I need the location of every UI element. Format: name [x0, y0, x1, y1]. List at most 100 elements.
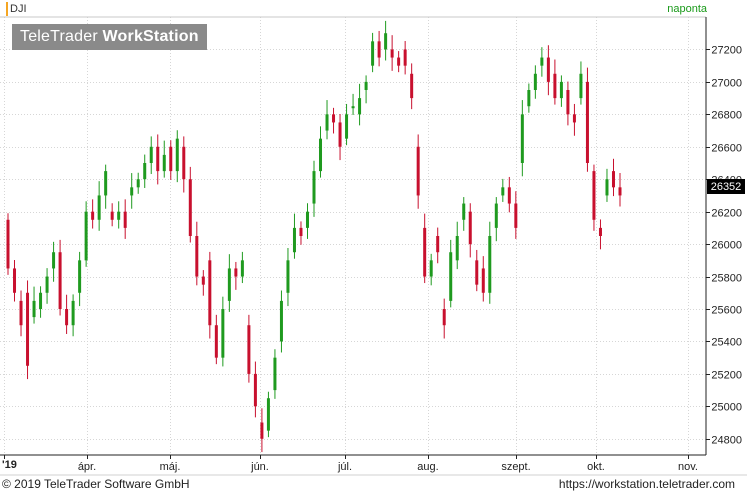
candle-down [475, 260, 479, 285]
candle-up [32, 300, 36, 318]
candle-down [390, 49, 394, 58]
candle-up [221, 309, 225, 358]
candle-up [527, 90, 531, 107]
candles [6, 20, 622, 453]
candle-down [611, 171, 615, 188]
candle-up [488, 236, 492, 293]
candle-up [292, 227, 296, 253]
y-tick-label: 25600 [711, 305, 742, 317]
candle-down [332, 114, 336, 123]
year-label: '19 [2, 459, 17, 471]
x-axis: ápr. máj. jún. júl. aug. szept. okt. nov. [4, 455, 698, 473]
candle-up [286, 260, 290, 293]
x-tick-label: okt. [587, 461, 605, 473]
source-url[interactable]: https://workstation.teletrader.com [558, 477, 735, 491]
candle-up [449, 252, 453, 301]
candle-up [455, 236, 459, 261]
ticker-marker [6, 2, 8, 16]
candle-up [325, 114, 329, 131]
candle-down [338, 122, 342, 147]
candle-up [520, 114, 524, 163]
candle-up [39, 292, 43, 309]
candle-up [345, 114, 349, 139]
candle-down [201, 276, 205, 285]
candle-down [410, 73, 414, 99]
y-tick-label: 26000 [711, 240, 742, 252]
candle-up [305, 211, 309, 228]
candle-up [130, 187, 134, 196]
interval-label[interactable]: naponta [667, 3, 707, 15]
y-axis: 24800 25000 25200 25400 25600 25800 26000 26200… [706, 45, 742, 447]
candle-down [507, 187, 511, 204]
candle-down [234, 268, 238, 277]
candle-down [514, 203, 518, 228]
candle-up [273, 357, 277, 391]
y-tick-label: 27200 [711, 45, 742, 57]
candle-up [559, 81, 563, 99]
candle-down [546, 57, 550, 82]
x-tick-label: nov. [678, 461, 698, 473]
candle-down [19, 300, 23, 326]
candle-up [52, 252, 56, 269]
candle-up [462, 203, 466, 220]
candle-up [71, 300, 75, 326]
candle-up [579, 73, 583, 99]
candle-down [253, 373, 257, 407]
y-tick-label: 27000 [711, 78, 742, 90]
candle-down [592, 171, 596, 220]
candle-down [553, 73, 557, 99]
candle-up [533, 73, 537, 90]
candle-down [214, 325, 218, 358]
candle-down [58, 252, 62, 309]
candle-down [423, 227, 427, 277]
candle-down [260, 422, 264, 439]
candle-down [598, 227, 602, 236]
candle-down [416, 146, 420, 196]
candle-up [319, 138, 323, 172]
candle-up [162, 154, 166, 172]
candle-down [26, 292, 30, 366]
x-tick-label: szept. [501, 461, 530, 473]
candle-down [247, 325, 251, 374]
y-tick-label: 26200 [711, 208, 742, 220]
candle-up [117, 211, 121, 220]
candle-down [299, 227, 303, 236]
last-price-badge: 26352 [707, 179, 745, 194]
candle-up [97, 195, 101, 220]
candle-up [358, 98, 362, 115]
candle-up [84, 211, 88, 261]
candle-down [572, 114, 576, 123]
y-tick-label: 26800 [711, 110, 742, 122]
candle-up [266, 398, 270, 431]
candle-down [91, 211, 95, 220]
candle-down [585, 81, 589, 163]
x-tick-label: aug. [417, 461, 438, 473]
ticker-label: DJI [10, 3, 27, 15]
candle-up [605, 179, 609, 196]
brand-watermark: TeleTrader WorkStation [12, 24, 207, 50]
candle-down [208, 260, 212, 326]
candle-up [240, 260, 244, 277]
brand-light: TeleTrader [20, 28, 98, 45]
candle-down [442, 309, 446, 326]
candle-down [6, 219, 10, 269]
y-tick-label: 25800 [711, 273, 742, 285]
x-tick-label: júl. [337, 461, 352, 473]
candle-up [45, 276, 49, 293]
candle-up [384, 33, 388, 50]
brand-bold: WorkStation [102, 28, 199, 45]
candle-down [397, 57, 401, 66]
candle-down [188, 179, 192, 236]
candle-up [371, 41, 375, 66]
x-tick-label: jún. [250, 461, 269, 473]
candle-up [279, 300, 283, 342]
candle-up [494, 203, 498, 228]
candle-up [149, 146, 153, 163]
candle-up [136, 179, 140, 188]
candle-up [351, 106, 355, 109]
candle-down [182, 146, 186, 180]
copyright-text: © 2019 TeleTrader Software GmbH [2, 477, 190, 491]
candle-down [13, 268, 17, 293]
candle-down [481, 268, 485, 293]
